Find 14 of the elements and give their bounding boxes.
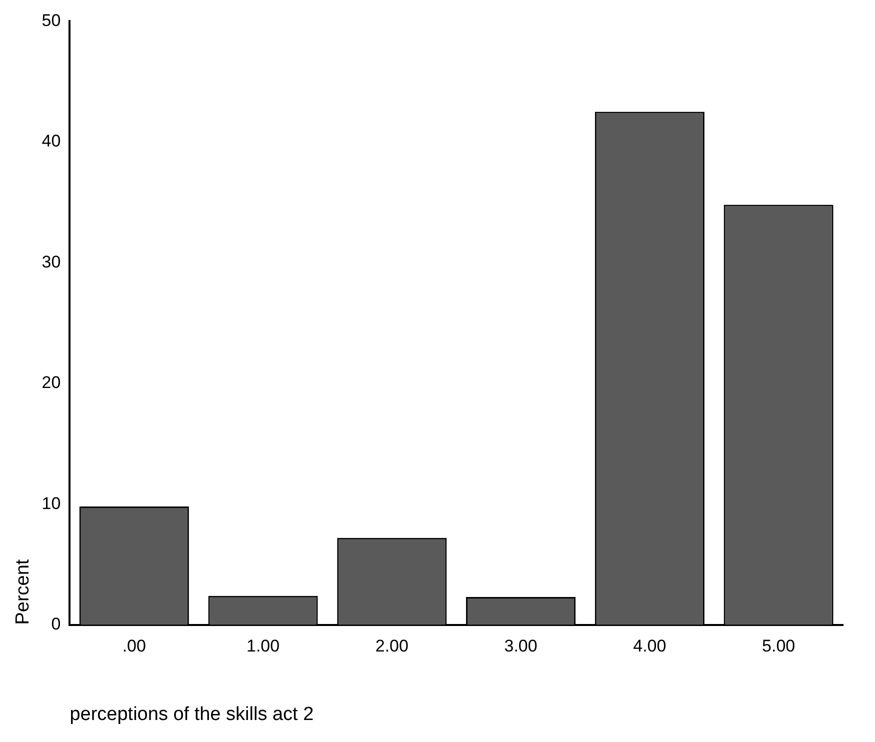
x-tick-label: 5.00	[762, 636, 796, 656]
x-tick-label: 2.00	[375, 636, 408, 656]
y-tick-label: 20	[42, 373, 61, 392]
y-tick-label: 50	[42, 10, 61, 30]
y-tick-label: 40	[42, 132, 61, 151]
y-tick-label: 0	[51, 614, 61, 634]
y-tick-label: 30	[42, 252, 61, 272]
y-axis-title: Percent	[12, 558, 34, 625]
x-tick-label: 1.00	[246, 636, 280, 656]
y-tick-label: 10	[42, 494, 61, 513]
x-tick-label: 3.00	[504, 636, 538, 656]
x-tick-label: .00	[122, 636, 146, 656]
x-tick-label: 4.00	[633, 636, 666, 656]
x-axis-title: perceptions of the skills act 2	[70, 704, 314, 725]
